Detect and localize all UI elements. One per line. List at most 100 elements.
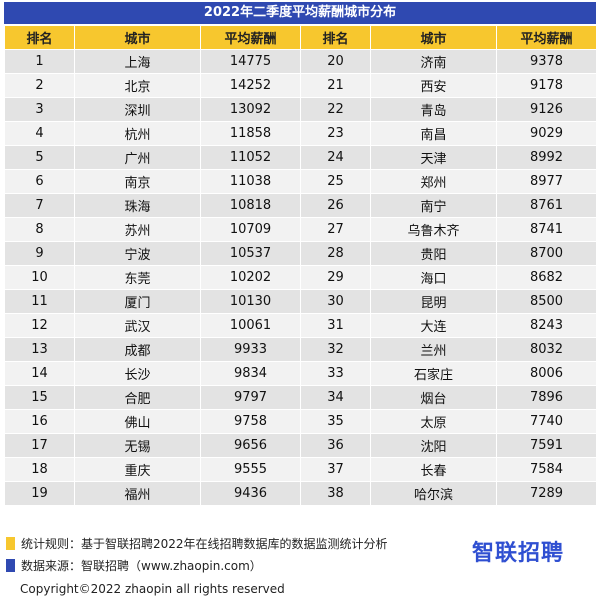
table-row: 2 北京 14252 21 西安 9178 bbox=[4, 73, 597, 98]
salary-cell: 9656 bbox=[200, 433, 301, 458]
salary-cell: 8700 bbox=[496, 241, 597, 266]
rank-cell: 26 bbox=[300, 193, 371, 218]
note-rule-text: 统计规则：基于智联招聘2022年在线招聘数据库的数据监测统计分析 bbox=[21, 537, 388, 551]
salary-cell: 9436 bbox=[200, 481, 301, 506]
salary-cell: 7896 bbox=[496, 385, 597, 410]
city-cell: 佛山 bbox=[74, 409, 201, 434]
salary-cell: 11038 bbox=[200, 169, 301, 194]
city-cell: 苏州 bbox=[74, 217, 201, 242]
rank-cell: 37 bbox=[300, 457, 371, 482]
city-cell: 大连 bbox=[370, 313, 497, 338]
city-cell: 郑州 bbox=[370, 169, 497, 194]
salary-cell: 8006 bbox=[496, 361, 597, 386]
rank-cell: 2 bbox=[4, 73, 75, 98]
table-row: 10 东莞 10202 29 海口 8682 bbox=[4, 265, 597, 290]
rank-cell: 21 bbox=[300, 73, 371, 98]
city-cell: 天津 bbox=[370, 145, 497, 170]
rank-cell: 8 bbox=[4, 217, 75, 242]
note-source: 数据来源：智联招聘（www.zhaopin.com） bbox=[6, 557, 262, 574]
table-row: 6 南京 11038 25 郑州 8977 bbox=[4, 169, 597, 194]
table-body: 1 上海 14775 20 济南 9378 2 北京 14252 21 西安 9178 3 深圳 13092… bbox=[4, 49, 597, 506]
table-row: 5 广州 11052 24 天津 8992 bbox=[4, 145, 597, 170]
rank-cell: 11 bbox=[4, 289, 75, 314]
rank-cell: 25 bbox=[300, 169, 371, 194]
salary-table: 排名 城市 平均薪酬 排名 城市 平均薪酬 1 上海 14775 20 济南 9378 2 北… bbox=[4, 25, 597, 506]
salary-cell: 7289 bbox=[496, 481, 597, 506]
city-cell: 石家庄 bbox=[370, 361, 497, 386]
salary-cell: 8741 bbox=[496, 217, 597, 242]
rank-cell: 20 bbox=[300, 49, 371, 74]
table-row: 13 成都 9933 32 兰州 8032 bbox=[4, 337, 597, 362]
city-cell: 珠海 bbox=[74, 193, 201, 218]
table-row: 12 武汉 10061 31 大连 8243 bbox=[4, 313, 597, 338]
salary-cell: 10709 bbox=[200, 217, 301, 242]
salary-cell: 8032 bbox=[496, 337, 597, 362]
city-cell: 烟台 bbox=[370, 385, 497, 410]
salary-cell: 8992 bbox=[496, 145, 597, 170]
city-cell: 乌鲁木齐 bbox=[370, 217, 497, 242]
salary-cell: 10202 bbox=[200, 265, 301, 290]
city-cell: 兰州 bbox=[370, 337, 497, 362]
city-cell: 长沙 bbox=[74, 361, 201, 386]
table-row: 18 重庆 9555 37 长春 7584 bbox=[4, 457, 597, 482]
rank-cell: 14 bbox=[4, 361, 75, 386]
table-row: 3 深圳 13092 22 青岛 9126 bbox=[4, 97, 597, 122]
note-rule: 统计规则：基于智联招聘2022年在线招聘数据库的数据监测统计分析 bbox=[6, 535, 388, 552]
zhaopin-logo: 智联招聘 bbox=[472, 541, 565, 566]
city-cell: 哈尔滨 bbox=[370, 481, 497, 506]
city-cell: 杭州 bbox=[74, 121, 201, 146]
city-cell: 海口 bbox=[370, 265, 497, 290]
city-cell: 贵阳 bbox=[370, 241, 497, 266]
salary-cell: 7740 bbox=[496, 409, 597, 434]
rank-cell: 10 bbox=[4, 265, 75, 290]
rank-cell: 5 bbox=[4, 145, 75, 170]
rank-cell: 12 bbox=[4, 313, 75, 338]
table-row: 19 福州 9436 38 哈尔滨 7289 bbox=[4, 481, 597, 506]
salary-cell: 9834 bbox=[200, 361, 301, 386]
city-cell: 厦门 bbox=[74, 289, 201, 314]
header-salary: 平均薪酬 bbox=[496, 25, 597, 50]
salary-cell: 8977 bbox=[496, 169, 597, 194]
table-row: 9 宁波 10537 28 贵阳 8700 bbox=[4, 241, 597, 266]
salary-cell: 9758 bbox=[200, 409, 301, 434]
city-cell: 东莞 bbox=[74, 265, 201, 290]
rank-cell: 28 bbox=[300, 241, 371, 266]
salary-cell: 11858 bbox=[200, 121, 301, 146]
table-row: 11 厦门 10130 30 昆明 8500 bbox=[4, 289, 597, 314]
city-cell: 太原 bbox=[370, 409, 497, 434]
table-row: 15 合肥 9797 34 烟台 7896 bbox=[4, 385, 597, 410]
header-rank: 排名 bbox=[4, 25, 75, 50]
rank-cell: 34 bbox=[300, 385, 371, 410]
salary-cell: 8243 bbox=[496, 313, 597, 338]
salary-cell: 8761 bbox=[496, 193, 597, 218]
salary-cell: 11052 bbox=[200, 145, 301, 170]
city-cell: 合肥 bbox=[74, 385, 201, 410]
table-row: 1 上海 14775 20 济南 9378 bbox=[4, 49, 597, 74]
table-row: 17 无锡 9656 36 沈阳 7591 bbox=[4, 433, 597, 458]
city-cell: 武汉 bbox=[74, 313, 201, 338]
salary-cell: 10818 bbox=[200, 193, 301, 218]
table-row: 8 苏州 10709 27 乌鲁木齐 8741 bbox=[4, 217, 597, 242]
rank-cell: 7 bbox=[4, 193, 75, 218]
city-cell: 长春 bbox=[370, 457, 497, 482]
rank-cell: 18 bbox=[4, 457, 75, 482]
city-cell: 西安 bbox=[370, 73, 497, 98]
rank-cell: 3 bbox=[4, 97, 75, 122]
salary-cell: 7591 bbox=[496, 433, 597, 458]
salary-cell: 9029 bbox=[496, 121, 597, 146]
salary-cell: 8682 bbox=[496, 265, 597, 290]
copyright-text: Copyright©2022 zhaopin all rights reserv… bbox=[20, 582, 285, 596]
city-cell: 广州 bbox=[74, 145, 201, 170]
city-cell: 宁波 bbox=[74, 241, 201, 266]
header-salary: 平均薪酬 bbox=[200, 25, 301, 50]
salary-cell: 9378 bbox=[496, 49, 597, 74]
rank-cell: 17 bbox=[4, 433, 75, 458]
rank-cell: 13 bbox=[4, 337, 75, 362]
salary-cell: 14775 bbox=[200, 49, 301, 74]
salary-cell: 9555 bbox=[200, 457, 301, 482]
rank-cell: 33 bbox=[300, 361, 371, 386]
note-source-text: 数据来源：智联招聘（www.zhaopin.com） bbox=[21, 559, 262, 573]
salary-cell: 10537 bbox=[200, 241, 301, 266]
header-rank: 排名 bbox=[300, 25, 371, 50]
rank-cell: 36 bbox=[300, 433, 371, 458]
